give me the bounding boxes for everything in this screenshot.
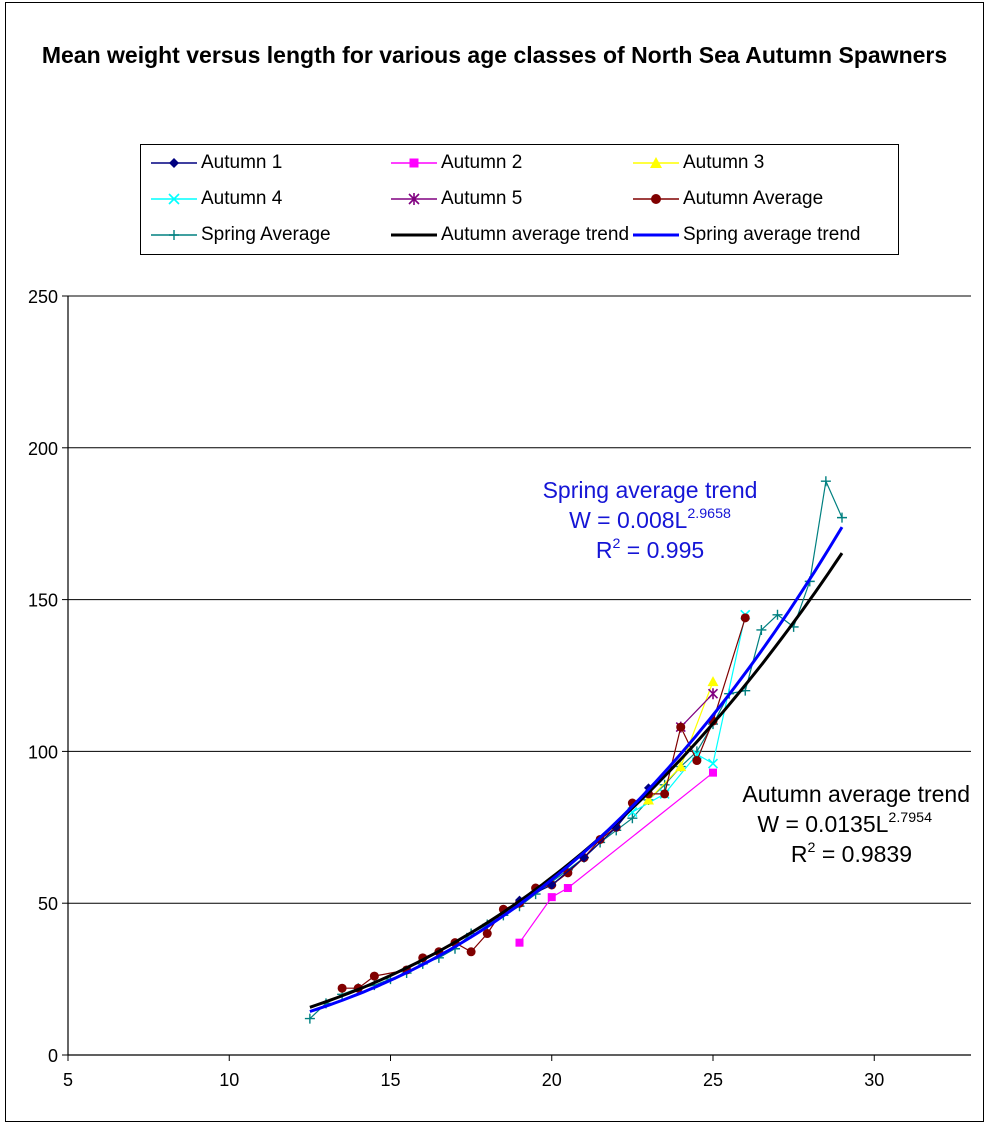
y-tick-label-150: 150 — [28, 591, 58, 611]
legend-marker — [651, 194, 661, 204]
legend-swatch — [391, 233, 437, 237]
autumn-average-line — [342, 617, 746, 989]
legend-label: Autumn 4 — [201, 188, 283, 209]
legend-item-spring-average: Spring Average — [149, 217, 331, 253]
autumn-2-point — [709, 768, 717, 777]
legend-label: Autumn 5 — [441, 188, 523, 209]
y-tick-label-250: 250 — [28, 287, 58, 307]
legend-item-spring-average-trend: Spring average trend — [631, 217, 860, 253]
legend-label: Autumn 1 — [201, 152, 283, 173]
legend-marker — [168, 193, 180, 205]
autumn-average-point — [337, 983, 347, 993]
legend-swatch — [151, 230, 197, 240]
legend-swatch — [391, 158, 437, 168]
legend-marker — [169, 230, 179, 240]
series-autumn-2 — [515, 768, 717, 947]
autumn-average-point — [369, 971, 379, 981]
series-autumn-average — [337, 613, 750, 993]
legend-item-autumn-2: Autumn 2 — [389, 145, 522, 181]
spring-average-point — [659, 779, 670, 790]
legend-item-autumn-3: Autumn 3 — [631, 145, 764, 181]
x-tick-label-5: 5 — [63, 1070, 73, 1090]
legend-item-autumn-average-trend: Autumn average trend — [389, 217, 629, 253]
spring-trend-equation: W = 0.008L2.9658 — [569, 505, 731, 533]
chart-title: Mean weight versus length for various ag… — [41, 42, 948, 68]
legend-label: Autumn 2 — [441, 152, 523, 173]
autumn-2-point — [547, 893, 556, 902]
legend-swatch — [391, 193, 437, 205]
legend-item-autumn-average: Autumn Average — [631, 181, 823, 217]
spring-average-point — [772, 609, 783, 620]
autumn-3-point — [643, 794, 654, 805]
legend-swatch — [633, 157, 679, 168]
autumn-average-point — [740, 613, 750, 623]
autumn-average-point — [466, 947, 476, 957]
spring-average-point — [820, 476, 831, 487]
autumn-average-point — [482, 929, 492, 939]
legend-label: Spring average trend — [683, 224, 861, 245]
autumn-3-point — [675, 761, 687, 772]
y-tick-label-100: 100 — [28, 742, 58, 762]
x-tick-label-20: 20 — [542, 1070, 562, 1090]
legend-swatch — [633, 233, 679, 237]
autumn-5-point — [707, 688, 719, 700]
x-tick-label-25: 25 — [703, 1070, 723, 1090]
autumn-average-point — [563, 868, 573, 878]
legend-label: Spring Average — [201, 224, 331, 245]
spring-trend-r2: R2 = 0.995 — [595, 535, 705, 563]
autumn-4-point — [707, 758, 719, 769]
x-tick-label-15: 15 — [380, 1070, 400, 1090]
legend-marker — [650, 157, 662, 168]
legend-item-autumn-1: Autumn 1 — [149, 145, 282, 181]
legend-label: Autumn Average — [683, 188, 824, 209]
series-spring-average-trend — [309, 526, 844, 1013]
spring-average-point — [627, 813, 638, 824]
legend-swatch — [151, 193, 197, 205]
spring-average-point — [304, 1013, 315, 1024]
autumn-trend-equation: W = 0.0135L2.7954 — [757, 809, 932, 837]
legend-marker — [169, 158, 179, 168]
series-autumn-3 — [643, 676, 719, 805]
y-tick-label-200: 200 — [28, 439, 58, 459]
spring-trend-annotation: Spring average trend W = 0.008L2.9658 R2… — [500, 476, 800, 566]
legend-item-autumn-5: Autumn 5 — [389, 181, 522, 217]
legend-label: Autumn average trend — [441, 224, 630, 245]
x-tick-label-30: 30 — [864, 1070, 884, 1090]
y-tick-label-0: 0 — [48, 1046, 58, 1066]
y-tick-label-50: 50 — [38, 894, 58, 914]
autumn-3-point — [707, 676, 719, 687]
legend-marker — [408, 193, 420, 205]
autumn-2-point — [563, 884, 572, 893]
spring-average-point — [837, 512, 847, 523]
autumn-trend-label: Autumn average trend — [742, 781, 970, 807]
autumn-5-line — [680, 693, 714, 728]
x-tick-label-10: 10 — [219, 1070, 239, 1090]
legend-marker — [409, 158, 419, 168]
autumn-2-line — [519, 772, 714, 944]
autumn-2-point — [515, 938, 524, 947]
legend-item-autumn-4: Autumn 4 — [149, 181, 282, 217]
autumn-trend-annotation: Autumn average trend W = 0.0135L2.7954 R… — [720, 780, 970, 870]
autumn-trend-r2: R2 = 0.9839 — [790, 839, 912, 867]
spring-trend-label: Spring average trend — [542, 477, 758, 503]
legend-swatch — [633, 194, 679, 204]
legend-label: Autumn 3 — [683, 152, 765, 173]
autumn-average-point — [676, 722, 686, 732]
legend-swatch — [151, 158, 197, 168]
spring-average-point — [756, 624, 767, 635]
autumn-average-point — [692, 756, 702, 766]
spring-average-trend-line — [309, 526, 844, 1013]
legend: Autumn 1 Autumn 2 Autumn 3 Autumn 4 Autumn 5… — [140, 144, 899, 255]
autumn-average-point — [660, 789, 670, 799]
